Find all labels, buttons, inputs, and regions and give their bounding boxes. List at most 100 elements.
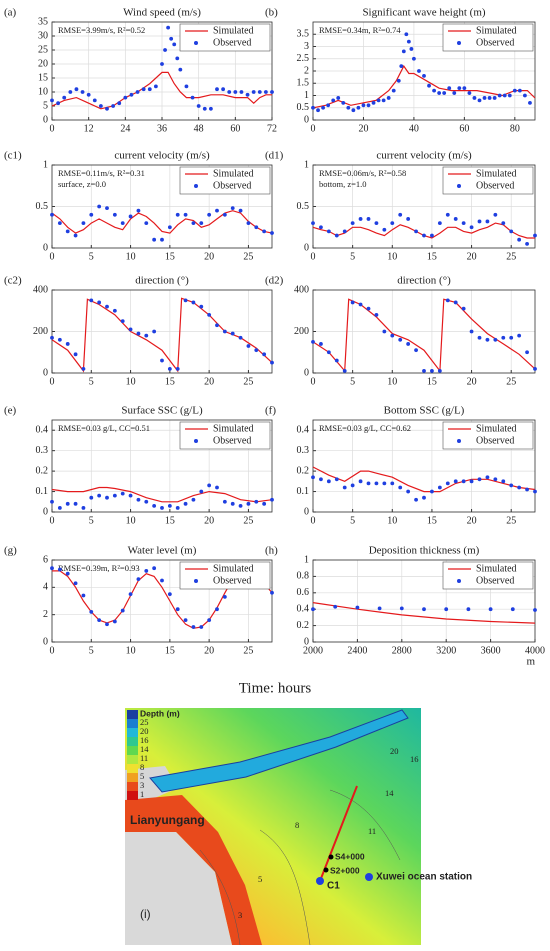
y-tick-label: 3.5 xyxy=(297,29,310,40)
observed-point xyxy=(65,342,70,346)
observed-point xyxy=(167,225,172,230)
observed-point xyxy=(457,86,462,91)
observed-point xyxy=(105,495,109,500)
legend-label: 8 xyxy=(140,762,144,772)
chart-title: direction (°) xyxy=(397,275,451,287)
observed-point xyxy=(128,493,133,498)
observed-point xyxy=(319,342,323,346)
x-tick-label: 0 xyxy=(311,251,316,262)
series-line xyxy=(312,298,536,373)
legend-label: Observed xyxy=(476,37,514,48)
y-tick-label: 0 xyxy=(43,114,48,125)
observed-point xyxy=(326,103,331,108)
observed-point xyxy=(517,237,522,242)
observed-point xyxy=(311,339,315,344)
observed-point xyxy=(207,483,212,488)
x-tick-label: 10 xyxy=(387,251,397,262)
observed-point xyxy=(361,103,366,108)
legend-label: Simulated xyxy=(476,423,517,434)
observed-point xyxy=(73,501,78,506)
observed-point xyxy=(62,95,67,100)
observed-point xyxy=(351,108,356,113)
legend-swatch xyxy=(127,764,138,773)
legend-label: Observed xyxy=(476,575,514,586)
chart-title: Water level (m) xyxy=(128,545,197,557)
x-tick-label: 15 xyxy=(427,376,437,387)
observed-point xyxy=(136,577,141,582)
observed-point xyxy=(398,337,403,342)
series-line xyxy=(312,64,536,109)
observed-point xyxy=(141,87,146,92)
point-label: S2+000 xyxy=(330,865,360,875)
observed-point xyxy=(89,610,94,614)
observed-point xyxy=(509,335,514,340)
map-station-marker xyxy=(365,873,373,881)
observed-point xyxy=(105,106,109,111)
series-line xyxy=(51,486,273,503)
panel: 0 200 400 0 5 10 15 20 25 direction (°) (d2) xyxy=(265,275,537,387)
x-tick-label: 25 xyxy=(243,251,253,262)
observed-point xyxy=(501,479,506,484)
observed-point xyxy=(510,607,515,612)
plot-frame xyxy=(312,559,536,643)
observed-point xyxy=(89,212,94,217)
plot-frame xyxy=(51,289,273,374)
legend-box xyxy=(179,23,271,52)
plot-frame xyxy=(51,419,273,513)
observed-point xyxy=(57,337,62,342)
x-tick-label: 20 xyxy=(204,515,214,526)
observed-point xyxy=(445,298,450,303)
observed-point xyxy=(50,566,54,571)
observed-point xyxy=(230,331,235,336)
contour-label: 5 xyxy=(258,874,262,884)
observed-point xyxy=(472,96,477,100)
x-tick-label: 0 xyxy=(50,376,55,387)
x-tick-label: 0 xyxy=(50,251,55,262)
legend-swatch xyxy=(194,579,198,583)
annotation: RMSE=0.11m/s, R²=0.31 xyxy=(58,168,145,178)
observed-point xyxy=(270,497,274,502)
y-tick-label: 200 xyxy=(294,326,309,337)
annotation: RMSE=0.06m/s, R²=0.58 xyxy=(319,168,406,178)
observed-point xyxy=(144,333,149,338)
y-tick-label: 0.3 xyxy=(297,445,310,456)
y-tick-label: 0.5 xyxy=(297,102,310,113)
panel-label: (c2) xyxy=(4,275,22,287)
observed-point xyxy=(57,567,62,572)
x-tick-label: 20 xyxy=(204,376,214,387)
observed-point xyxy=(81,593,86,598)
contour-label: 11 xyxy=(368,826,376,836)
y-tick-label: 4 xyxy=(43,582,48,593)
x-tick-label: 10 xyxy=(126,645,136,656)
observed-point xyxy=(326,229,331,234)
y-tick-label: 0 xyxy=(304,367,309,378)
x-tick-label: 20 xyxy=(358,123,368,134)
map-point xyxy=(323,867,329,873)
y-tick-label: 3 xyxy=(304,41,309,52)
observed-point xyxy=(366,306,371,311)
x-tick-label: 25 xyxy=(506,376,516,387)
legend-label: 25 xyxy=(140,717,149,727)
legend-swatch xyxy=(127,719,138,728)
observed-point xyxy=(512,88,517,93)
x-tick-label: 5 xyxy=(350,251,355,262)
observed-point xyxy=(382,329,387,334)
x-tick-label: 24 xyxy=(120,123,130,134)
observed-point xyxy=(358,479,363,484)
observed-point xyxy=(377,606,382,611)
chart-title: Deposition thickness (m) xyxy=(369,545,480,557)
x-tick-label: 5 xyxy=(350,515,355,526)
observed-point xyxy=(342,485,347,490)
y-tick-label: 0.4 xyxy=(297,603,310,614)
observed-point xyxy=(358,217,363,221)
observed-point xyxy=(117,101,122,106)
legend-swatch xyxy=(457,439,461,443)
y-tick-label: 0 xyxy=(43,242,48,253)
observed-point xyxy=(401,49,406,54)
observed-point xyxy=(262,352,267,357)
plot-frame xyxy=(312,21,536,121)
observed-point xyxy=(245,92,250,97)
observed-point xyxy=(191,221,196,226)
observed-point xyxy=(215,323,219,328)
